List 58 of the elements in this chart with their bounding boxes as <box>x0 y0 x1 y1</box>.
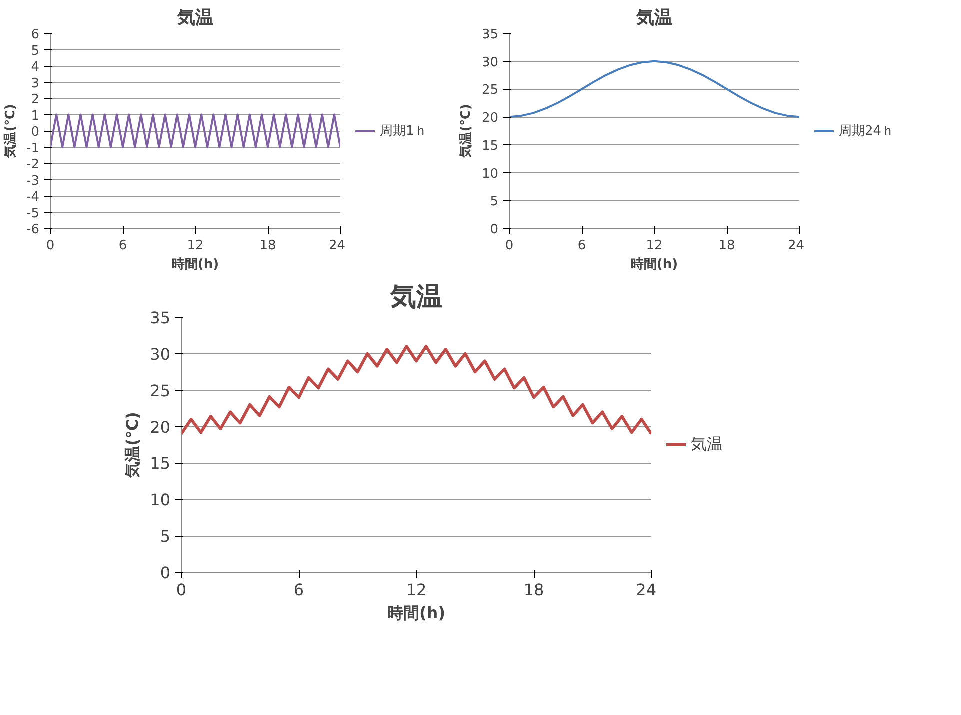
y-tick-label: 35 <box>150 308 170 328</box>
legend-label: 周期24ｈ <box>839 122 895 140</box>
y-tick-label: 15 <box>482 138 499 154</box>
y-tick-label: 2 <box>31 92 40 108</box>
y-tick-label: 0 <box>490 222 499 238</box>
y-tick-label: -4 <box>26 190 40 205</box>
x-tick-label: 0 <box>505 238 514 254</box>
x-tick-label: 24 <box>636 580 656 600</box>
line-series <box>510 60 800 118</box>
y-tick-label: 10 <box>150 490 170 510</box>
y-tick-label: 30 <box>150 344 170 364</box>
y-tick-label: 6 <box>31 28 40 42</box>
chart-title: 気温 <box>636 8 672 28</box>
y-axis-title: 気温(℃) <box>4 104 19 159</box>
x-tick-label: 24 <box>328 238 346 254</box>
x-tick-label: 18 <box>260 238 276 254</box>
x-axis-title: 時間(h) <box>630 258 678 272</box>
y-tick-label: -5 <box>26 206 40 222</box>
x-axis-title: 時間(h) <box>172 258 220 272</box>
y-tick-label: 5 <box>490 194 499 210</box>
x-tick-label: 12 <box>646 238 663 254</box>
y-tick-label: 20 <box>482 111 499 126</box>
y-tick-label: 3 <box>31 76 40 92</box>
x-tick-label: 0 <box>46 238 55 254</box>
legend-label: 周期1ｈ <box>380 122 428 140</box>
y-tick-label: 20 <box>150 418 170 437</box>
y-tick-label: 0 <box>160 564 171 582</box>
y-tick-label: 4 <box>31 60 40 75</box>
y-tick-label: 0 <box>31 125 40 140</box>
y-axis-title: 気温(℃) <box>123 412 142 479</box>
x-tick-label: 6 <box>118 238 128 254</box>
y-tick-label: 15 <box>150 454 170 474</box>
x-axis-title: 時間(h) <box>387 604 446 622</box>
x-tick-label: 6 <box>578 238 586 254</box>
y-tick-label: 35 <box>482 28 499 42</box>
x-tick-label: 18 <box>524 580 544 600</box>
y-tick-label: 30 <box>482 55 499 70</box>
x-tick-label: 18 <box>718 238 736 254</box>
chart-title: 気温 <box>390 282 442 312</box>
line-series <box>182 345 652 436</box>
y-tick-label: 25 <box>150 381 170 400</box>
y-tick-label: 25 <box>482 83 499 98</box>
x-tick-label: 24 <box>788 238 805 254</box>
chart-title: 気温 <box>176 8 214 28</box>
y-tick-label: -6 <box>26 222 40 238</box>
y-tick-label: -3 <box>26 174 40 189</box>
x-tick-label: 0 <box>176 580 187 600</box>
y-tick-label: 10 <box>482 166 499 182</box>
y-axis-title: 気温(℃) <box>458 104 474 159</box>
x-tick-label: 12 <box>187 238 204 254</box>
y-tick-label: -2 <box>26 158 40 172</box>
y-tick-label: 1 <box>31 108 40 124</box>
y-tick-label: 5 <box>31 44 40 59</box>
x-tick-label: 6 <box>294 580 304 600</box>
y-tick-label: -1 <box>26 141 40 156</box>
legend-label: 気温 <box>691 434 723 455</box>
x-tick-label: 12 <box>406 580 427 600</box>
y-tick-label: 5 <box>160 527 171 546</box>
